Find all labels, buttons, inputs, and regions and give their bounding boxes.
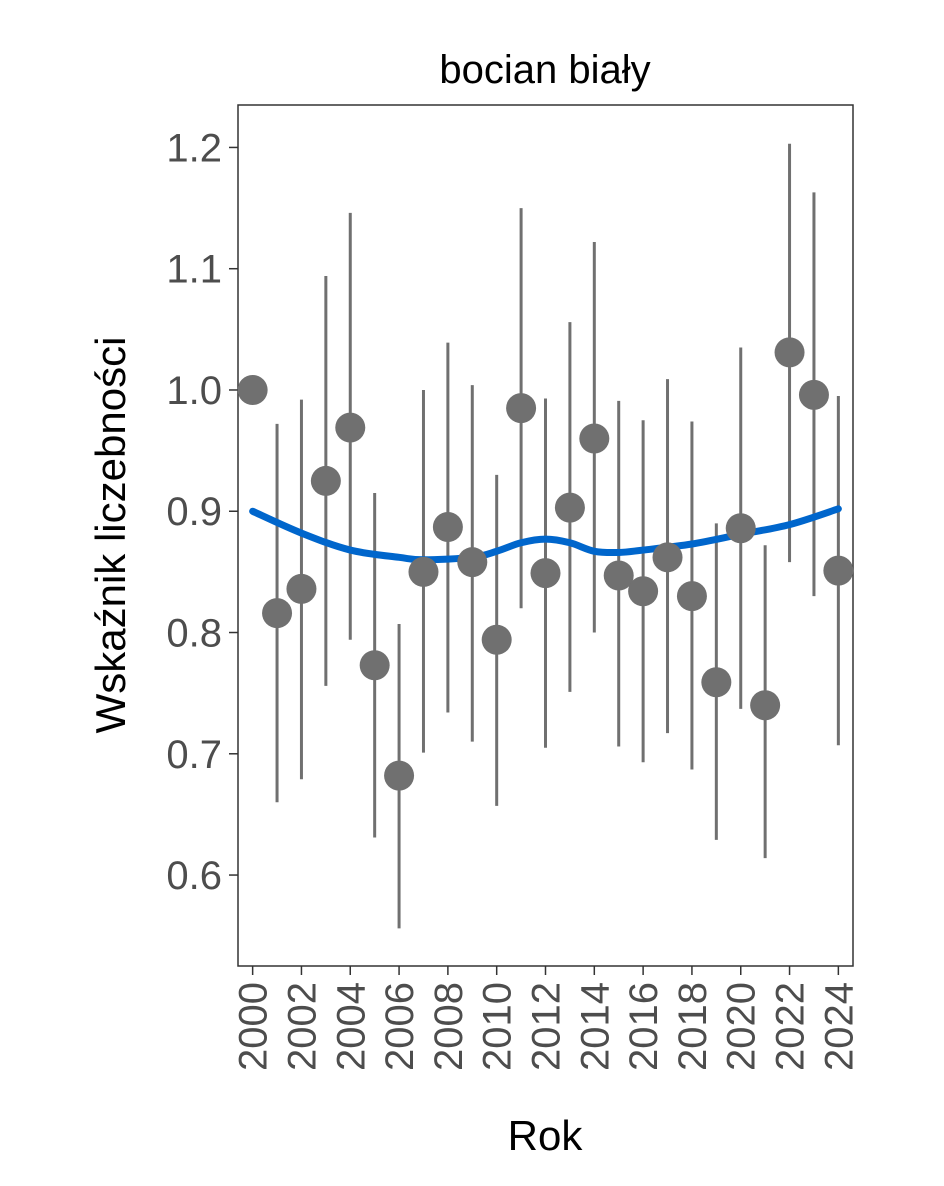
data-point <box>481 624 512 655</box>
data-point <box>823 555 854 586</box>
data-point <box>579 423 610 454</box>
x-tick-label: 2010 <box>476 982 520 1071</box>
data-point <box>237 374 268 405</box>
y-tick-label: 0.6 <box>166 854 222 898</box>
x-tick-label: 2000 <box>232 982 276 1071</box>
data-point <box>628 576 659 607</box>
y-tick-label: 1.2 <box>166 126 222 170</box>
data-point <box>798 379 829 410</box>
x-tick-label: 2018 <box>671 982 715 1071</box>
data-point <box>457 547 488 578</box>
y-axis: 0.6 0.7 0.8 0.9 1.0 1.1 1.2 <box>166 126 238 898</box>
y-tick-label: 0.7 <box>166 733 222 777</box>
x-axis: 2000 2002 2004 2006 2008 2010 2012 2014 2016 2018… <box>232 966 861 1071</box>
y-tick-label: 1.0 <box>166 369 222 413</box>
data-point <box>676 581 707 612</box>
y-axis-label: Wskaźnik liczebności <box>87 337 134 734</box>
x-tick-label: 2022 <box>769 982 813 1071</box>
chart-title: bocian biały <box>439 48 650 92</box>
x-tick-label: 2008 <box>427 982 471 1071</box>
trend-line-group <box>249 505 842 564</box>
data-point <box>750 690 781 721</box>
data-point <box>652 542 683 573</box>
data-point <box>530 558 561 589</box>
data-point <box>554 492 585 523</box>
data-point <box>384 760 415 791</box>
data-point <box>310 465 341 496</box>
x-tick-label: 2004 <box>329 982 373 1071</box>
data-point <box>408 556 439 587</box>
y-tick-label: 1.1 <box>166 248 222 292</box>
data-point <box>774 337 805 368</box>
data-point <box>286 573 317 604</box>
y-tick-label: 0.8 <box>166 612 222 656</box>
data-points <box>237 337 854 791</box>
x-axis-label: Rok <box>508 1112 584 1159</box>
x-tick-label: 2020 <box>720 982 764 1071</box>
x-tick-label: 2014 <box>573 982 617 1071</box>
data-point <box>335 412 366 443</box>
x-tick-label: 2024 <box>817 982 861 1071</box>
x-tick-label: 2006 <box>378 982 422 1071</box>
data-point <box>262 598 293 629</box>
data-point <box>506 393 537 424</box>
data-point <box>603 560 634 591</box>
trend-line <box>249 505 842 564</box>
x-tick-label: 2012 <box>525 982 569 1071</box>
data-point <box>359 650 390 681</box>
x-tick-label: 2002 <box>280 982 324 1071</box>
y-tick-label: 0.9 <box>166 490 222 534</box>
data-point <box>432 512 463 543</box>
x-tick-label: 2016 <box>622 982 666 1071</box>
data-point <box>701 667 732 698</box>
data-point <box>725 513 756 544</box>
